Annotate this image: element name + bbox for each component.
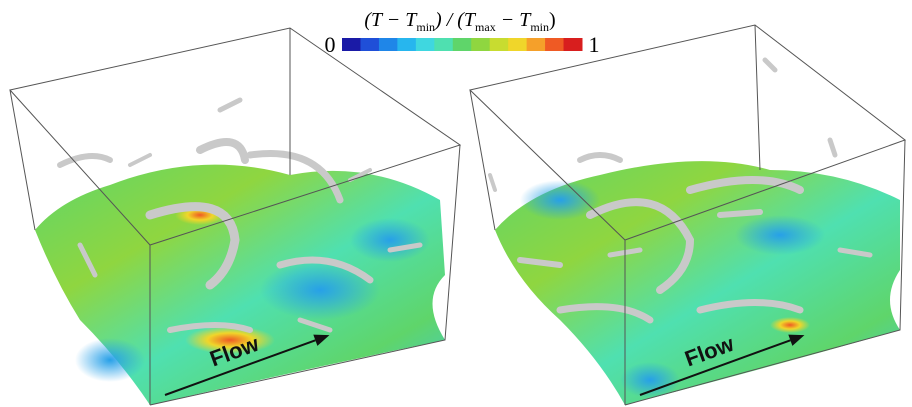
colorbar-swatch	[360, 38, 379, 51]
colorbar-swatch	[527, 38, 546, 51]
colorbar: (T − Tmin) / (Tmax − Tmin) 0 1	[325, 9, 600, 57]
panel-left: Flow	[10, 28, 460, 405]
colorbar-label: (T − Tmin) / (Tmax − Tmin)	[364, 9, 555, 34]
label-part: ) / (T	[434, 9, 477, 31]
region	[770, 317, 810, 333]
region	[260, 260, 380, 320]
label-part: max	[475, 20, 496, 34]
figure: (T − Tmin) / (Tmax − Tmin) 0 1	[0, 0, 912, 407]
label-part: min	[530, 20, 549, 34]
colorbar-swatch	[471, 38, 490, 51]
colorbar-swatch	[379, 38, 398, 51]
label-part: )	[549, 9, 556, 31]
colorbar-swatch	[508, 38, 527, 51]
colorbar-max: 1	[589, 32, 600, 57]
colorbar-swatch	[453, 38, 472, 51]
colorbar-swatch	[545, 38, 564, 51]
colorbar-swatch	[342, 38, 361, 51]
colorbar-swatch	[490, 38, 509, 51]
colorbar-swatch	[397, 38, 416, 51]
label-part: − T	[496, 9, 532, 31]
region	[735, 215, 825, 255]
label-part: (T − T	[364, 9, 418, 31]
colorbar-swatch	[416, 38, 435, 51]
colorbar-swatch	[564, 38, 583, 51]
region	[350, 218, 430, 262]
colorbar-swatch	[434, 38, 453, 51]
label-part: min	[416, 20, 435, 34]
region	[75, 338, 145, 382]
panel-right: Flow	[470, 25, 905, 405]
